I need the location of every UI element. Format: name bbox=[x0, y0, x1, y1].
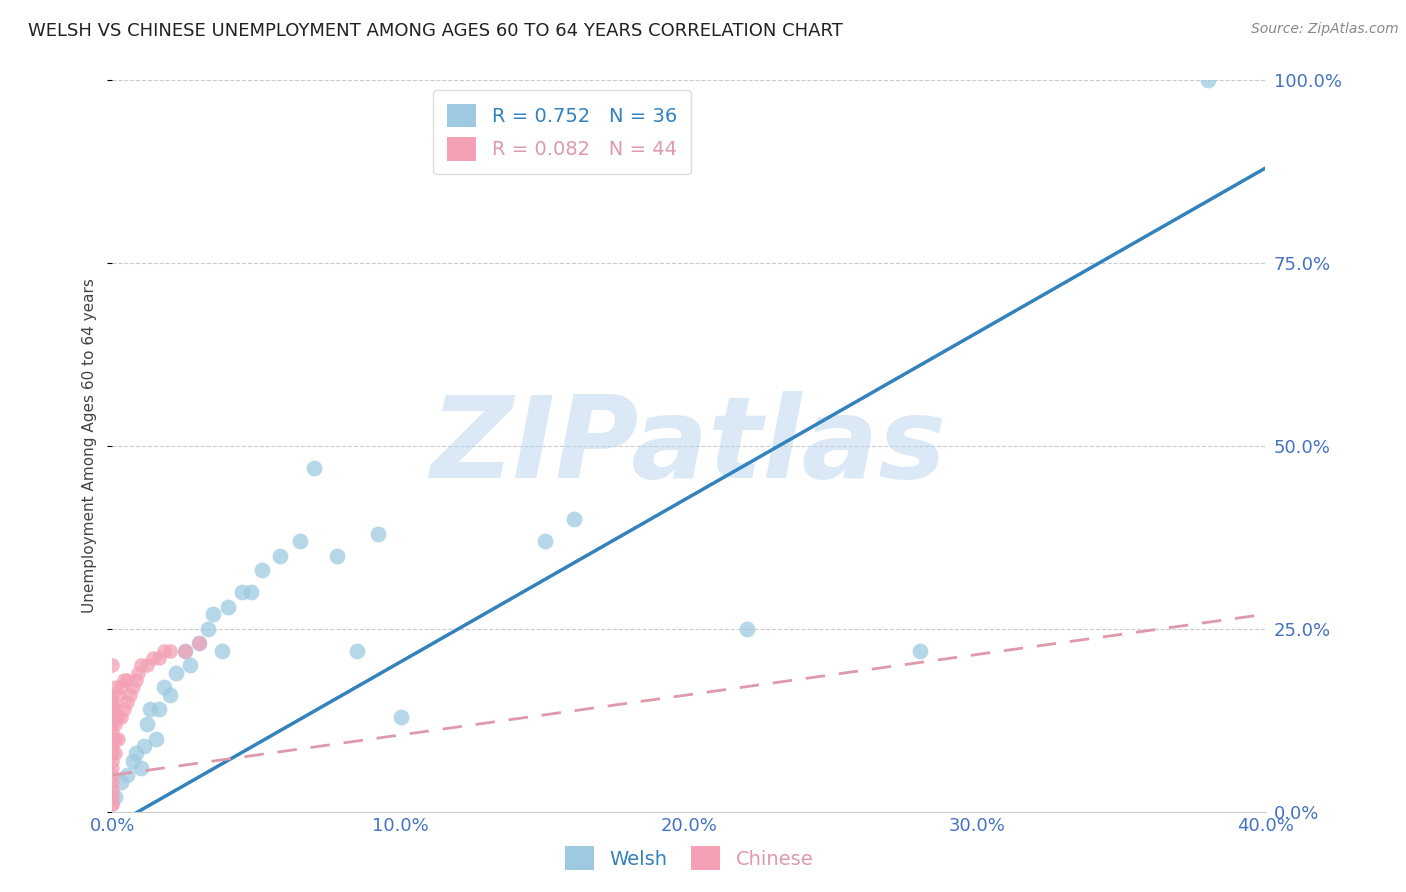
Point bbox=[179, 658, 201, 673]
Point bbox=[101, 775, 124, 789]
Point bbox=[252, 563, 274, 577]
Point bbox=[217, 599, 239, 614]
Point bbox=[173, 644, 195, 658]
Point bbox=[107, 709, 129, 723]
Point bbox=[101, 717, 124, 731]
Point bbox=[142, 651, 165, 665]
Point bbox=[104, 746, 127, 760]
Point bbox=[346, 644, 368, 658]
Point bbox=[101, 782, 124, 797]
Point bbox=[188, 636, 211, 650]
Point bbox=[104, 702, 127, 716]
Point bbox=[107, 731, 129, 746]
Point bbox=[121, 681, 143, 695]
Point bbox=[107, 688, 129, 702]
Point bbox=[112, 673, 135, 687]
Point bbox=[139, 702, 162, 716]
Point bbox=[173, 644, 195, 658]
Point bbox=[153, 644, 176, 658]
Point bbox=[101, 709, 124, 723]
Text: WELSH VS CHINESE UNEMPLOYMENT AMONG AGES 60 TO 64 YEARS CORRELATION CHART: WELSH VS CHINESE UNEMPLOYMENT AMONG AGES… bbox=[28, 22, 844, 40]
Point bbox=[239, 585, 262, 599]
Point bbox=[735, 622, 758, 636]
Legend: R = 0.752   N = 36, R = 0.082   N = 44: R = 0.752 N = 36, R = 0.082 N = 44 bbox=[433, 90, 690, 175]
Point bbox=[112, 702, 135, 716]
Point bbox=[101, 797, 124, 812]
Point bbox=[101, 790, 124, 805]
Point bbox=[304, 461, 326, 475]
Point bbox=[110, 681, 132, 695]
Point bbox=[101, 746, 124, 760]
Point bbox=[269, 549, 291, 563]
Point bbox=[101, 702, 124, 716]
Point bbox=[110, 775, 132, 789]
Point bbox=[115, 768, 138, 782]
Point bbox=[134, 739, 156, 753]
Point bbox=[101, 695, 124, 709]
Point bbox=[533, 534, 555, 549]
Text: Source: ZipAtlas.com: Source: ZipAtlas.com bbox=[1251, 22, 1399, 37]
Point bbox=[159, 644, 181, 658]
Point bbox=[101, 761, 124, 775]
Point bbox=[104, 731, 127, 746]
Point bbox=[136, 717, 159, 731]
Point bbox=[101, 754, 124, 768]
Point bbox=[124, 673, 146, 687]
Point bbox=[389, 709, 412, 723]
Point bbox=[115, 695, 138, 709]
Point bbox=[121, 754, 143, 768]
Point bbox=[211, 644, 233, 658]
Point bbox=[148, 651, 170, 665]
Point bbox=[148, 702, 170, 716]
Point bbox=[1197, 73, 1219, 87]
Point bbox=[101, 658, 124, 673]
Point bbox=[101, 739, 124, 753]
Point bbox=[129, 761, 153, 775]
Point bbox=[129, 658, 153, 673]
Point bbox=[101, 731, 124, 746]
Y-axis label: Unemployment Among Ages 60 to 64 years: Unemployment Among Ages 60 to 64 years bbox=[82, 278, 97, 614]
Point bbox=[231, 585, 253, 599]
Point bbox=[197, 622, 219, 636]
Point bbox=[159, 688, 181, 702]
Point bbox=[165, 665, 187, 680]
Point bbox=[104, 717, 127, 731]
Point bbox=[104, 790, 127, 805]
Point bbox=[367, 526, 389, 541]
Point bbox=[115, 673, 138, 687]
Point bbox=[110, 709, 132, 723]
Point bbox=[145, 731, 167, 746]
Text: ZIPatlas: ZIPatlas bbox=[430, 391, 948, 501]
Point bbox=[101, 688, 124, 702]
Point bbox=[136, 658, 159, 673]
Point bbox=[101, 797, 124, 812]
Point bbox=[104, 681, 127, 695]
Point bbox=[153, 681, 176, 695]
Point bbox=[127, 665, 149, 680]
Legend: Welsh, Chinese: Welsh, Chinese bbox=[557, 838, 821, 878]
Point bbox=[908, 644, 931, 658]
Point bbox=[202, 607, 225, 622]
Point bbox=[326, 549, 349, 563]
Point bbox=[288, 534, 311, 549]
Point bbox=[101, 768, 124, 782]
Point bbox=[101, 724, 124, 739]
Point bbox=[118, 688, 141, 702]
Point bbox=[188, 636, 211, 650]
Point bbox=[562, 512, 585, 526]
Point bbox=[124, 746, 146, 760]
